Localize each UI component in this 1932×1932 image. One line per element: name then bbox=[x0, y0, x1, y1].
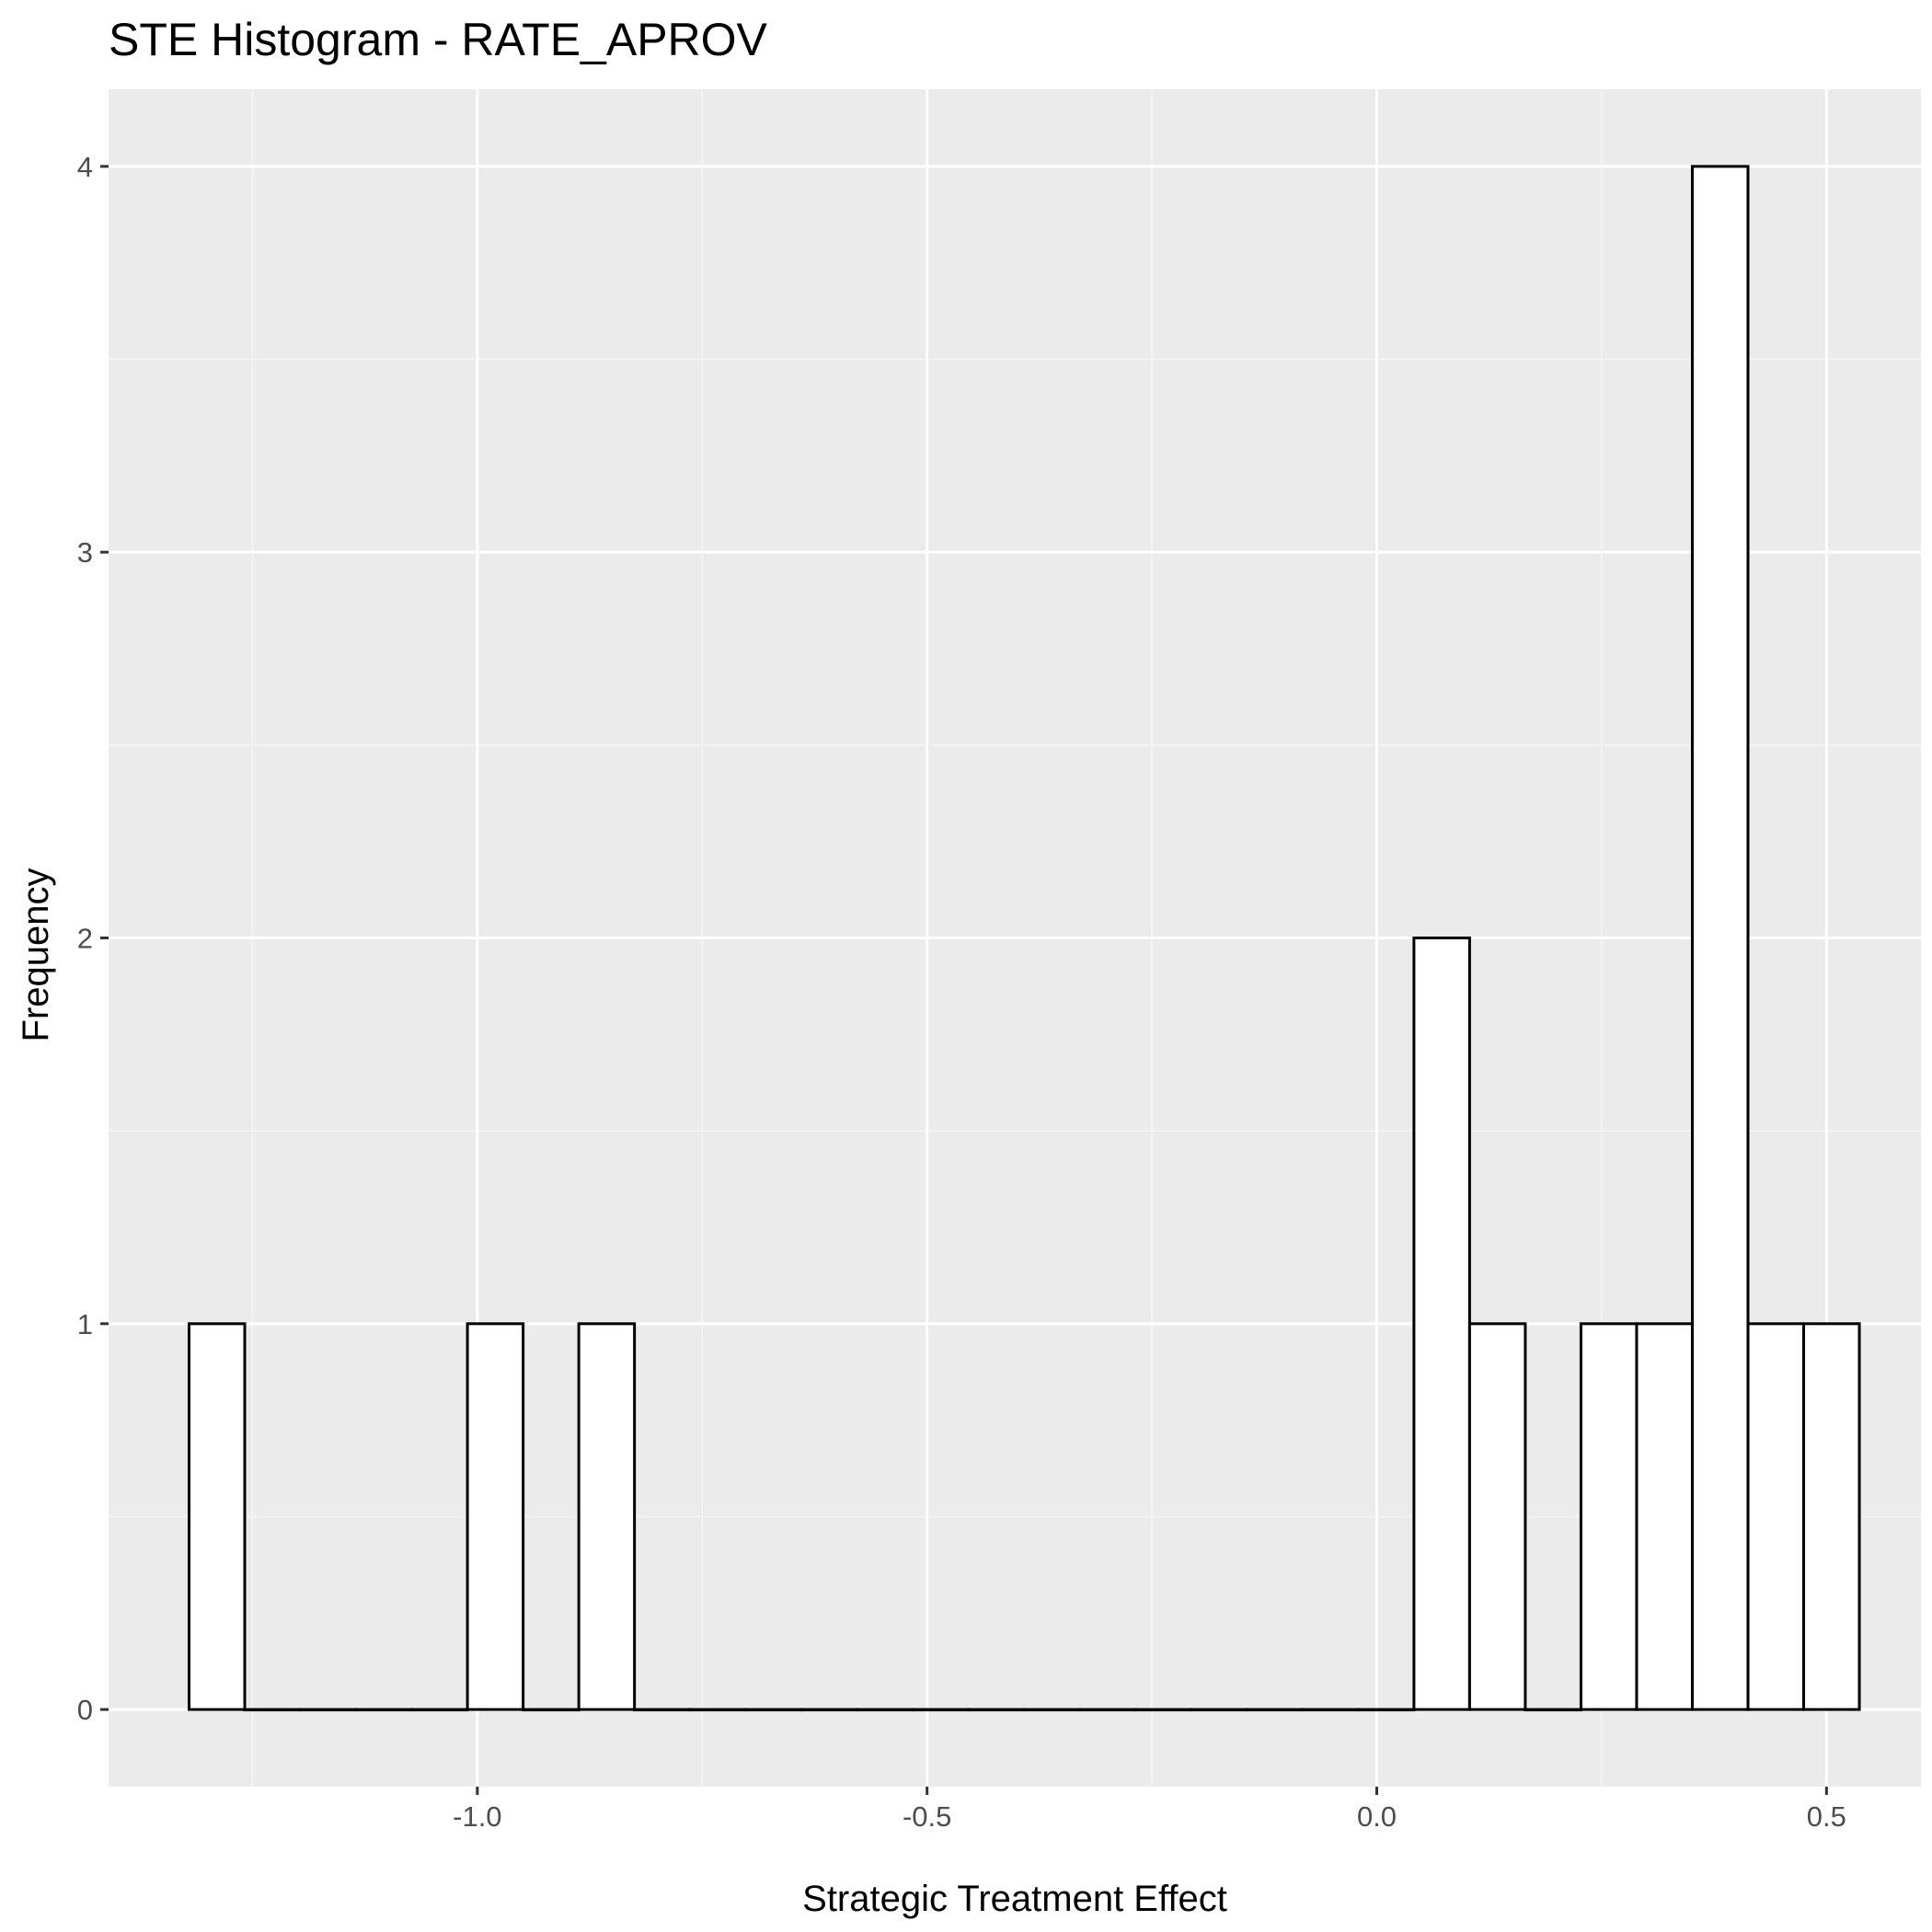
histogram-bar bbox=[410, 1708, 469, 1712]
y-axis: 0 1 2 3 4 bbox=[77, 151, 109, 1726]
histogram-bar bbox=[1690, 165, 1750, 1711]
histogram-bar bbox=[633, 1708, 692, 1712]
histogram-bar bbox=[1301, 1708, 1360, 1712]
x-tick-label: -1.0 bbox=[453, 1800, 501, 1833]
histogram-bar bbox=[1467, 1322, 1527, 1711]
histogram-bar bbox=[522, 1708, 581, 1712]
histogram-bar bbox=[744, 1708, 803, 1712]
y-tick-label: 0 bbox=[77, 1694, 93, 1726]
histogram-bar bbox=[1746, 1322, 1806, 1711]
histogram-bar bbox=[1133, 1708, 1193, 1712]
histogram-bar bbox=[1356, 1708, 1416, 1712]
histogram-bar bbox=[688, 1708, 748, 1712]
y-tick-label: 4 bbox=[77, 151, 93, 183]
y-tick-label: 1 bbox=[77, 1308, 93, 1340]
histogram-bar bbox=[188, 1322, 247, 1711]
y-tick-label: 2 bbox=[77, 923, 93, 955]
histogram-bar bbox=[1579, 1322, 1639, 1711]
histogram-bar bbox=[1635, 1322, 1694, 1711]
x-tick-label: -0.5 bbox=[903, 1800, 951, 1833]
histogram-bar bbox=[911, 1708, 971, 1712]
histogram-bar bbox=[1802, 1322, 1861, 1711]
histogram-bar bbox=[856, 1708, 914, 1712]
histogram-bar bbox=[299, 1708, 358, 1712]
x-axis: -1.0 -0.5 0.0 0.5 bbox=[453, 1787, 1846, 1833]
histogram-bar bbox=[1078, 1708, 1137, 1712]
histogram-bar bbox=[1412, 937, 1471, 1711]
histogram-bar bbox=[799, 1708, 859, 1712]
histogram-bar bbox=[1524, 1708, 1582, 1712]
chart-title: STE Histogram - RATE_APROV bbox=[109, 14, 768, 65]
histogram-bars bbox=[188, 165, 1861, 1712]
histogram-bar bbox=[967, 1708, 1026, 1712]
histogram-bar bbox=[577, 1322, 637, 1711]
histogram-bar bbox=[243, 1708, 303, 1712]
histogram-bar bbox=[1190, 1708, 1248, 1712]
histogram-bar bbox=[354, 1708, 414, 1712]
x-tick-label: 0.0 bbox=[1357, 1800, 1397, 1833]
histogram-bar bbox=[1245, 1708, 1305, 1712]
x-axis-title: Strategic Treatment Effect bbox=[802, 1879, 1227, 1919]
histogram-bar bbox=[466, 1322, 525, 1711]
y-axis-title: Frequency bbox=[16, 868, 56, 1042]
x-tick-label: 0.5 bbox=[1807, 1800, 1846, 1833]
histogram-bar bbox=[1022, 1708, 1082, 1712]
y-tick-label: 3 bbox=[77, 536, 93, 569]
